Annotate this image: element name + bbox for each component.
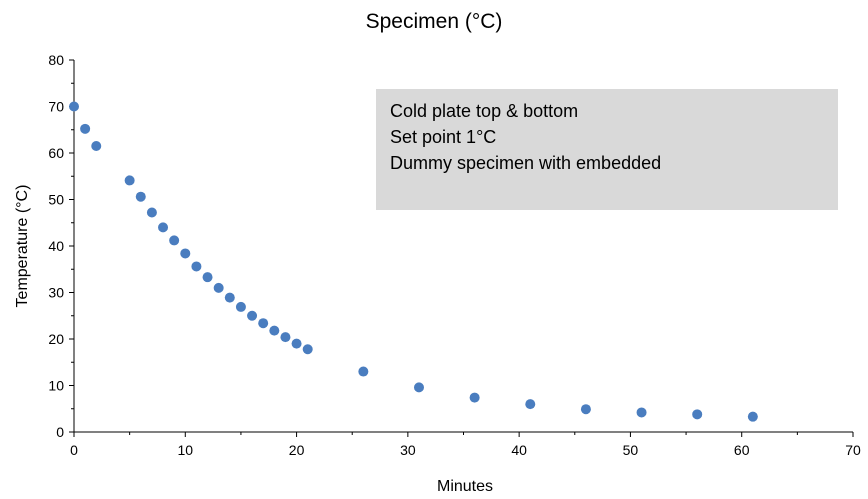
data-point xyxy=(235,301,246,312)
y-tick-label: 20 xyxy=(48,331,64,347)
x-tick-label: 50 xyxy=(623,442,639,458)
data-point xyxy=(202,272,213,283)
data-point xyxy=(69,101,79,112)
data-point xyxy=(413,382,424,393)
data-point xyxy=(191,261,202,272)
data-point xyxy=(135,191,146,202)
data-point xyxy=(80,123,91,134)
y-tick-label: 40 xyxy=(48,238,64,254)
x-tick-label: 20 xyxy=(289,442,305,458)
data-point xyxy=(169,235,180,246)
x-tick-label: 30 xyxy=(400,442,416,458)
y-tick-label: 0 xyxy=(56,424,64,440)
x-tick-label: 60 xyxy=(734,442,750,458)
axes: 0 10 20 30 40 50 60 70 80 0 10 20 30 40 50 60 70 xyxy=(48,52,861,458)
annotation-line-3: Dummy specimen with embedded xyxy=(390,153,661,173)
x-tick-label: 70 xyxy=(845,442,861,458)
data-point xyxy=(469,392,480,403)
y-tick-label: 30 xyxy=(48,285,64,301)
data-point xyxy=(280,332,291,343)
y-tick-label: 80 xyxy=(48,52,64,68)
y-axis-label: Temperature (°C) xyxy=(14,185,31,308)
data-point xyxy=(124,175,135,186)
y-tick-label: 10 xyxy=(48,378,64,394)
data-point xyxy=(269,325,280,336)
data-point xyxy=(213,282,224,293)
data-point xyxy=(291,338,302,349)
y-tick-label: 60 xyxy=(48,145,64,161)
annotation-line-2: Set point 1°C xyxy=(390,127,496,147)
data-point xyxy=(358,366,369,377)
data-point xyxy=(91,141,102,152)
data-point xyxy=(224,292,235,303)
x-tick-label: 40 xyxy=(511,442,527,458)
x-tick-label: 10 xyxy=(177,442,193,458)
data-point xyxy=(258,318,269,329)
data-point xyxy=(580,404,591,415)
data-point xyxy=(747,411,758,422)
data-point xyxy=(636,407,647,418)
data-points xyxy=(69,101,758,422)
x-tick-label: 0 xyxy=(70,442,78,458)
chart-title: Specimen (°C) xyxy=(366,10,503,33)
annotation-line-1: Cold plate top & bottom xyxy=(390,101,578,121)
data-point xyxy=(180,248,191,259)
annotation-background xyxy=(376,89,838,210)
x-axis-label: Minutes xyxy=(437,478,493,495)
data-point xyxy=(302,344,313,355)
data-point xyxy=(146,207,157,218)
annotation-box: Cold plate top & bottom Set point 1°C Du… xyxy=(376,89,838,210)
y-tick-label: 50 xyxy=(48,192,64,208)
data-point xyxy=(247,310,258,321)
y-tick-label: 70 xyxy=(48,99,64,115)
data-point xyxy=(692,409,703,420)
data-point xyxy=(158,222,169,233)
data-point xyxy=(525,399,536,410)
